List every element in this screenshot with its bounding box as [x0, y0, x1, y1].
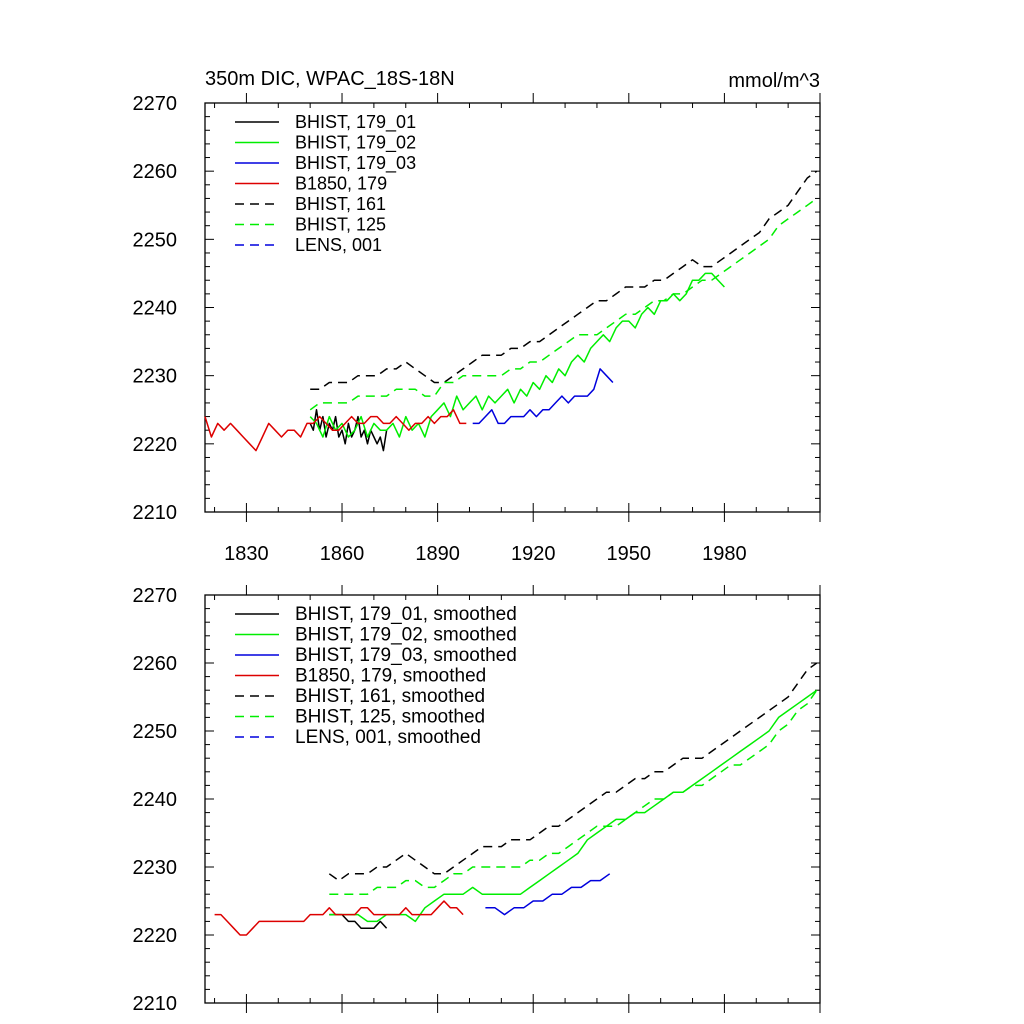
- y-tick-label: 2240: [133, 298, 178, 320]
- legend-label: B1850, 179: [295, 174, 387, 194]
- upper-panel: 350m DIC, WPAC_18S-18N mmol/m^3 2210 2220…: [133, 68, 821, 565]
- legend-label: BHIST, 125, smoothed: [295, 707, 485, 728]
- y-tick-label: 2260: [133, 653, 178, 675]
- x-tick-label: 1980: [702, 543, 747, 565]
- legend-label: BHIST, 179_02: [295, 133, 416, 154]
- legend-label: LENS, 001, smoothed: [295, 727, 481, 748]
- y-tick-label: 2250: [133, 721, 178, 743]
- x-tick-label: 1830: [224, 543, 269, 565]
- series-line-3: [214, 900, 464, 936]
- y-tick-label: 2250: [133, 229, 178, 251]
- y-tick-label: 2240: [133, 789, 178, 811]
- series-line-5: [309, 197, 818, 411]
- y-tick-label: 2270: [133, 93, 178, 115]
- y-tick-label: 2220: [133, 434, 178, 456]
- chart-title: 350m DIC, WPAC_18S-18N: [205, 68, 455, 90]
- legend-label: BHIST, 179_03, smoothed: [295, 645, 517, 666]
- legend-label: BHIST, 179_03: [295, 153, 416, 174]
- x-tick-label: 1920: [511, 543, 556, 565]
- y-tick-label: 2260: [133, 161, 178, 183]
- series-line-1: [309, 272, 725, 438]
- y-tick-label: 2210: [133, 993, 178, 1015]
- legend-label: BHIST, 161, smoothed: [295, 686, 485, 707]
- series-line-4: [310, 170, 818, 391]
- lower-panel: 2210 2220 2230 2240 2250 2260 2270 BHIST, 179_0…: [133, 585, 821, 1015]
- series-line-4: [328, 662, 818, 882]
- y-tick-label: 2220: [133, 925, 178, 947]
- y-tick-label: 2270: [133, 585, 178, 607]
- units-label: mmol/m^3: [728, 70, 820, 92]
- legend-label: BHIST, 179_01: [295, 112, 416, 133]
- series-line-2: [485, 873, 611, 916]
- legend-label: BHIST, 179_01, smoothed: [295, 604, 517, 625]
- series-line-0: [309, 409, 388, 452]
- x-tick-label: 1860: [320, 543, 365, 565]
- legend-label: LENS, 001: [295, 235, 382, 255]
- x-tick-label: 1950: [607, 543, 652, 565]
- series-line-3: [204, 409, 467, 452]
- series-line-5: [329, 689, 818, 895]
- y-tick-label: 2230: [133, 857, 178, 879]
- legend-label: B1850, 179, smoothed: [295, 666, 486, 687]
- legend-label: BHIST, 161: [295, 194, 386, 214]
- series-line-2: [472, 368, 614, 425]
- series-line-1: [329, 689, 818, 923]
- x-tick-label: 1890: [415, 543, 460, 565]
- legend-label: BHIST, 125: [295, 215, 386, 235]
- legend-label: BHIST, 179_02, smoothed: [295, 625, 517, 646]
- y-tick-label: 2210: [133, 502, 178, 524]
- y-tick-label: 2230: [133, 366, 178, 388]
